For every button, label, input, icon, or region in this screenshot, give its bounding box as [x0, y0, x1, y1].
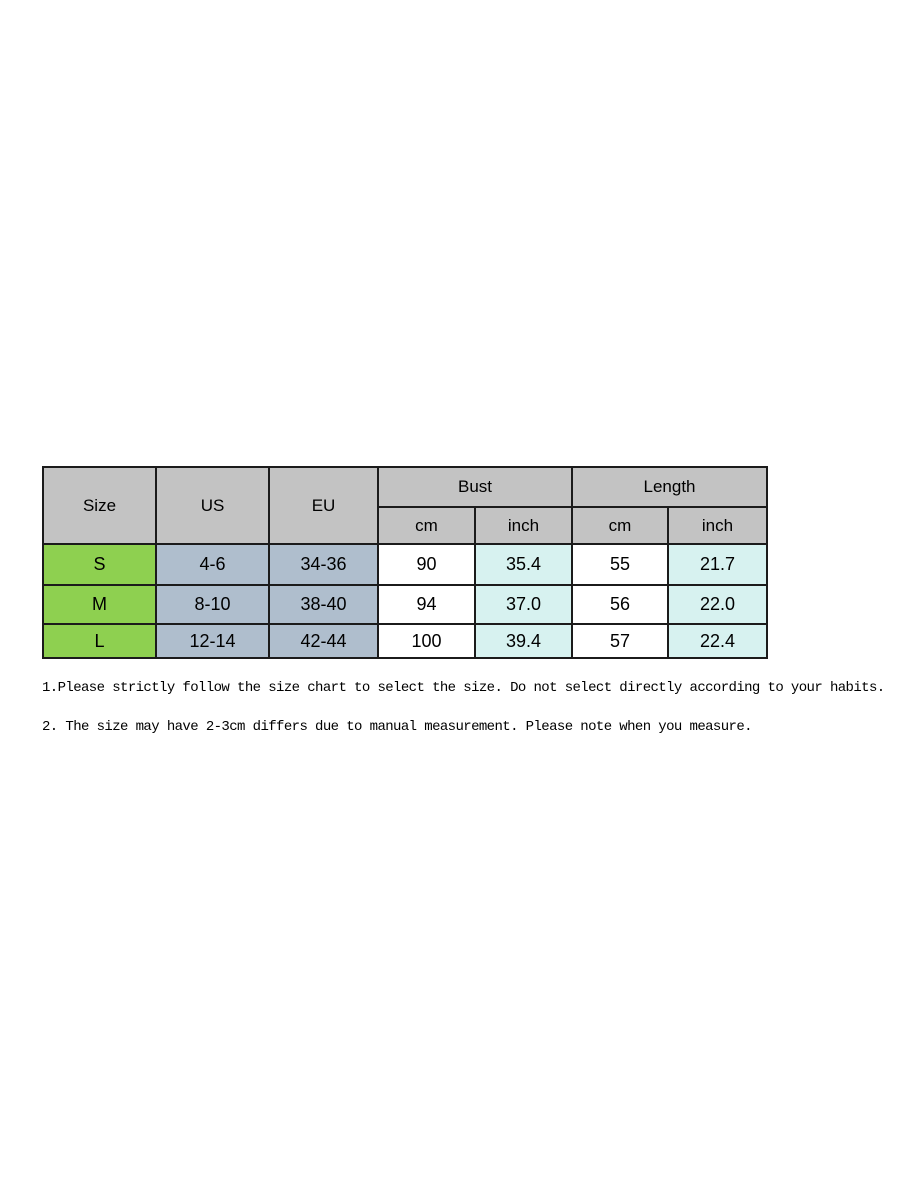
table-row-size-m: M 8-10 38-40 94 37.0 56 22.0 — [42, 584, 768, 625]
cell-bust-cm: 94 — [377, 584, 476, 625]
cell-length-inch: 21.7 — [667, 543, 768, 586]
col-header-bust: Bust — [377, 466, 573, 508]
table-row-size-l: L 12-14 42-44 100 39.4 57 22.4 — [42, 623, 768, 659]
cell-bust-cm: 100 — [377, 623, 476, 659]
cell-bust-cm: 90 — [377, 543, 476, 586]
cell-size-label: S — [42, 543, 157, 586]
note-size-selection: 1.Please strictly follow the size chart … — [42, 680, 885, 696]
unit-header-bust-inch: inch — [474, 506, 573, 545]
cell-length-cm: 57 — [571, 623, 669, 659]
cell-size-label: L — [42, 623, 157, 659]
cell-length-inch: 22.0 — [667, 584, 768, 625]
cell-length-cm: 56 — [571, 584, 669, 625]
cell-length-inch: 22.4 — [667, 623, 768, 659]
col-header-size: Size — [42, 466, 157, 545]
note-measurement-tolerance: 2. The size may have 2-3cm differs due t… — [42, 719, 753, 735]
cell-eu: 34-36 — [268, 543, 379, 586]
cell-length-cm: 55 — [571, 543, 669, 586]
size-chart-table: Size US EU Bust Length cm inch cm inch S… — [42, 466, 768, 659]
table-row-size-s: S 4-6 34-36 90 35.4 55 21.7 — [42, 543, 768, 586]
unit-header-bust-cm: cm — [377, 506, 476, 545]
cell-us: 8-10 — [155, 584, 270, 625]
header-row-main: Size US EU Bust Length — [42, 466, 768, 545]
cell-us: 12-14 — [155, 623, 270, 659]
col-header-eu: EU — [268, 466, 379, 545]
header-row-units: cm inch cm inch — [43, 506, 768, 545]
cell-bust-inch: 35.4 — [474, 543, 573, 586]
cell-size-label: M — [42, 584, 157, 625]
cell-bust-inch: 37.0 — [474, 584, 573, 625]
unit-header-length-inch: inch — [667, 506, 768, 545]
col-header-length: Length — [571, 466, 768, 508]
cell-eu: 38-40 — [268, 584, 379, 625]
cell-us: 4-6 — [155, 543, 270, 586]
unit-header-length-cm: cm — [571, 506, 669, 545]
cell-bust-inch: 39.4 — [474, 623, 573, 659]
cell-eu: 42-44 — [268, 623, 379, 659]
col-header-us: US — [155, 466, 270, 545]
